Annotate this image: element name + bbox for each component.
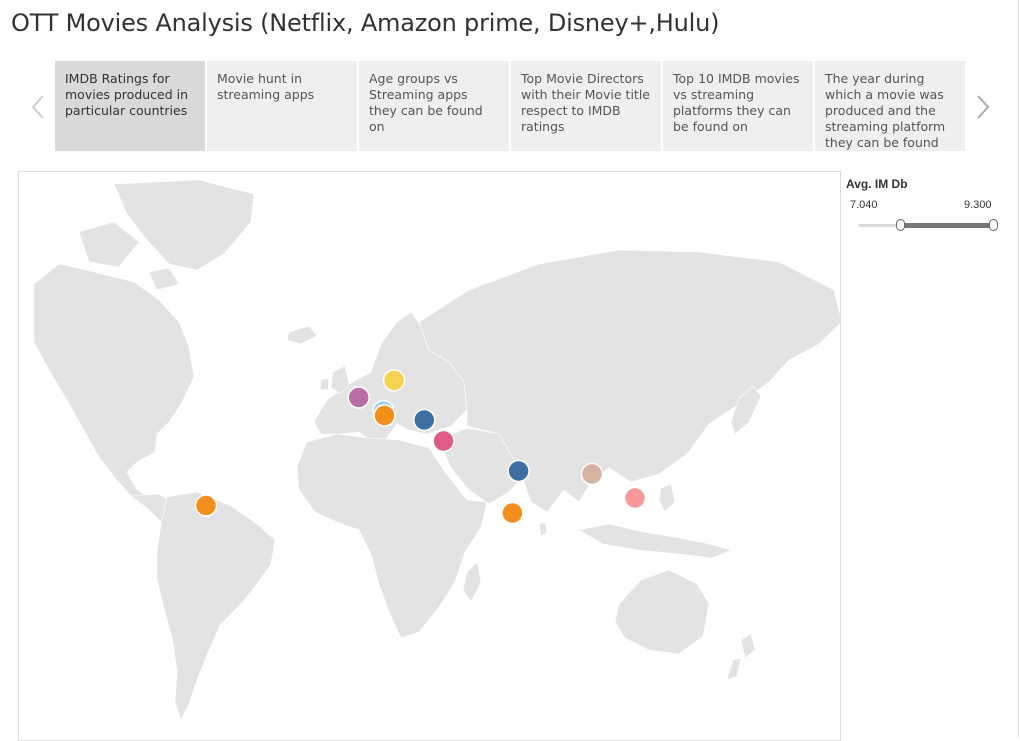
tab-imdb-ratings-countries[interactable]: IMDB Ratings for movies produced in part… xyxy=(55,61,205,151)
story-points-tabs: IMDB Ratings for movies produced in part… xyxy=(55,61,965,151)
country-marks xyxy=(194,369,647,525)
land-australia xyxy=(614,569,710,655)
country-mark-5[interactable] xyxy=(432,429,455,453)
chevron-right-icon xyxy=(977,95,990,119)
filter-min-value: 7.040 xyxy=(850,199,878,211)
chevron-left-icon xyxy=(31,95,44,119)
country-mark-6[interactable] xyxy=(507,459,530,483)
filter-title: Avg. IM Db xyxy=(846,177,908,191)
imdb-range-slider[interactable] xyxy=(846,217,1006,233)
slider-handle-max[interactable] xyxy=(989,219,998,231)
land-uk xyxy=(319,365,350,395)
land-arctic-islands xyxy=(78,221,180,291)
story-prev-button[interactable] xyxy=(28,92,48,122)
imdb-filter: Avg. IM Db 7.040 9.300 xyxy=(846,177,1006,233)
land-indonesia xyxy=(578,523,732,559)
land-south-america xyxy=(156,491,276,721)
country-mark-9[interactable] xyxy=(623,486,647,510)
land-sri-lanka xyxy=(538,521,548,537)
country-mark-8[interactable] xyxy=(580,462,604,486)
land-iceland xyxy=(286,325,318,345)
story-next-button[interactable] xyxy=(973,92,993,122)
slider-handle-min[interactable] xyxy=(895,219,905,231)
country-mark-10[interactable] xyxy=(194,494,218,517)
land-africa xyxy=(296,433,488,639)
tab-top-directors[interactable]: Top Movie Directors with their Movie tit… xyxy=(511,61,661,151)
slider-selected-range xyxy=(900,223,994,228)
tab-movie-hunt[interactable]: Movie hunt in streaming apps xyxy=(207,61,357,151)
world-map xyxy=(33,179,840,721)
filter-values: 7.040 9.300 xyxy=(846,197,1006,213)
tab-year-produced[interactable]: The year during which a movie was produc… xyxy=(815,61,965,151)
country-mark-7[interactable] xyxy=(501,501,524,525)
country-mark-3[interactable] xyxy=(373,404,396,427)
land-greenland xyxy=(113,179,255,271)
land-philippines xyxy=(658,483,676,513)
land-north-america xyxy=(33,263,195,511)
land-japan xyxy=(730,385,762,435)
dashboard-title: OTT Movies Analysis (Netflix, Amazon pri… xyxy=(11,9,720,37)
land-asia xyxy=(418,249,840,513)
country-mark-0[interactable] xyxy=(382,369,406,392)
country-mark-4[interactable] xyxy=(413,408,436,432)
tab-age-groups[interactable]: Age groups vs Streaming apps they can be… xyxy=(359,61,509,151)
world-map-view[interactable] xyxy=(18,171,841,741)
land-madagascar xyxy=(462,561,482,603)
filter-max-value: 9.300 xyxy=(964,199,992,211)
country-mark-1[interactable] xyxy=(347,386,370,409)
land-new-zealand xyxy=(726,633,756,681)
land-masses xyxy=(33,179,840,721)
tab-top-10-imdb[interactable]: Top 10 IMDB movies vs streaming platform… xyxy=(663,61,813,151)
